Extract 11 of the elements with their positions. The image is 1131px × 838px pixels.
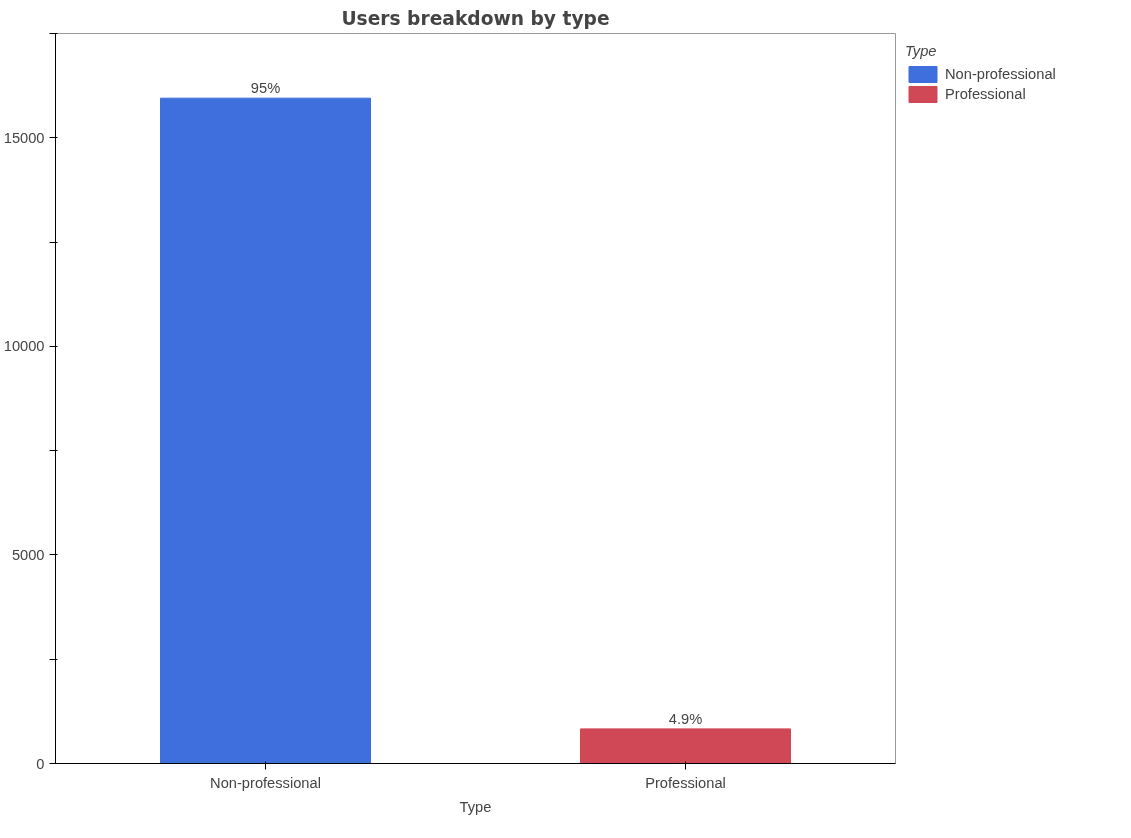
x-axis-title: Type bbox=[459, 798, 492, 815]
legend-title: Type bbox=[905, 43, 938, 59]
y-tick-label: 10000 bbox=[3, 338, 45, 355]
y-tick-label: 15000 bbox=[3, 129, 45, 146]
legend-label: Professional bbox=[945, 86, 1026, 102]
y-tick-label: 5000 bbox=[11, 546, 45, 563]
y-tick-label: 0 bbox=[36, 755, 45, 772]
annotation: 95% bbox=[250, 80, 281, 97]
annotation: 4.9% bbox=[668, 710, 703, 727]
legend-label: Non-professional bbox=[945, 66, 1056, 82]
chart-title: Users breakdown by type bbox=[341, 7, 610, 29]
